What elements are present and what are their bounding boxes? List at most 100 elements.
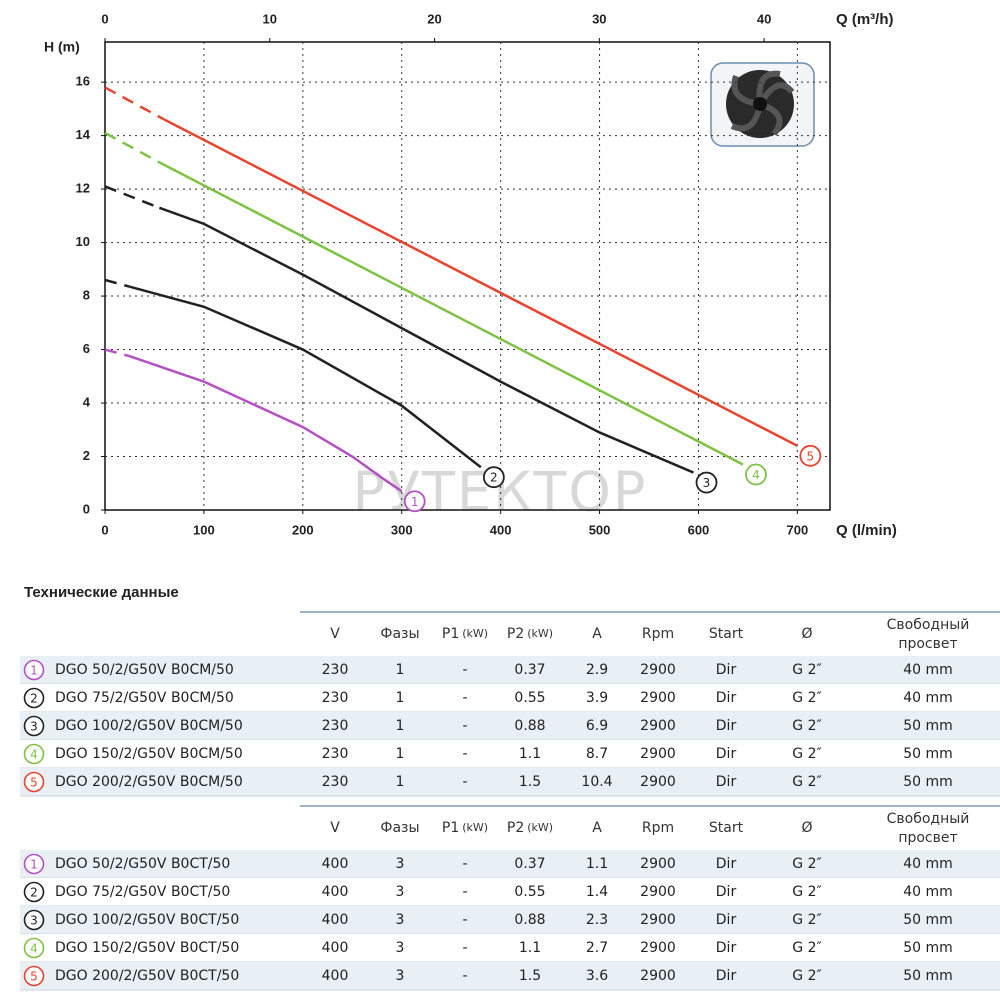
y-tick-label: 12: [76, 181, 90, 196]
curve: [129, 355, 403, 493]
table-cell: -: [462, 774, 467, 790]
table-cell: Dir: [716, 856, 737, 872]
column-header: Start: [709, 820, 744, 836]
table-cell: -: [462, 968, 467, 984]
row-marker-label: 4: [30, 748, 38, 762]
table-cell: 50 mm: [903, 912, 953, 928]
table-cell: G 2″: [792, 662, 821, 678]
table-cell: 0.37: [514, 856, 545, 872]
table-cell: 230: [322, 718, 349, 734]
column-header-text: P1: [442, 626, 459, 642]
table-row: [20, 684, 1000, 712]
x2-tick-label: 40: [757, 11, 771, 26]
table-cell: Dir: [716, 662, 737, 678]
table-cell: G 2″: [792, 856, 821, 872]
column-header: Фазы: [380, 820, 419, 836]
curve-dashed: [104, 348, 131, 358]
y-tick-label: 4: [83, 394, 91, 409]
table-cell: 2900: [640, 718, 676, 734]
curve-marker: [745, 463, 767, 486]
table-cell: 10.4: [581, 774, 612, 790]
table-cell: 3: [396, 912, 405, 928]
table-row: [20, 850, 1000, 878]
row-marker: [23, 687, 45, 709]
x2-tick-label: 20: [427, 11, 441, 26]
table-cell: 50 mm: [903, 968, 953, 984]
y-tick-label: 0: [83, 501, 90, 516]
model-name: DGO 100/2/G50V B0CT/50: [55, 912, 239, 928]
table-cell: 2900: [640, 912, 676, 928]
column-header: V: [330, 626, 340, 642]
table-cell: G 2″: [792, 690, 821, 706]
row-marker-label: 4: [30, 942, 38, 956]
table-cell: G 2″: [792, 940, 821, 956]
table-cell: 1.1: [586, 856, 608, 872]
table-row: [20, 962, 1000, 990]
table-cell: 1: [396, 774, 405, 790]
x2-tick-label: 10: [263, 11, 277, 26]
row-marker: [23, 853, 45, 875]
table-cell: 400: [322, 940, 349, 956]
x-tick-label: 500: [589, 522, 611, 537]
table-cell: Dir: [716, 912, 737, 928]
table-cell: -: [462, 662, 467, 678]
x2-tick-label: 0: [101, 11, 108, 26]
column-header: V: [330, 820, 340, 836]
curve-marker-label: 2: [490, 471, 498, 485]
column-header: Ø: [801, 626, 812, 642]
table-cell: 2.7: [586, 940, 608, 956]
y-tick-label: 10: [76, 234, 90, 249]
table-cell: 3: [396, 940, 405, 956]
y-tick-label: 2: [83, 448, 90, 463]
table-cell: Dir: [716, 968, 737, 984]
table-cell: Dir: [716, 940, 737, 956]
column-header: P1 (kW): [442, 820, 488, 836]
table-cell: -: [462, 856, 467, 872]
table-cell: 50 mm: [903, 718, 953, 734]
y-tick-label: 16: [76, 74, 90, 89]
table-cell: 8.7: [586, 746, 608, 762]
curve-dashed: [104, 185, 160, 209]
table-row: [20, 934, 1000, 962]
model-name: DGO 100/2/G50V B0CM/50: [55, 718, 243, 734]
row-marker-label: 5: [30, 970, 38, 984]
x-axis-title: Q (l/min): [836, 522, 897, 539]
table-cell: 1: [396, 662, 405, 678]
column-header-unit: (kW): [527, 821, 553, 834]
row-marker-label: 1: [30, 664, 38, 678]
column-header: Свободный: [887, 811, 970, 827]
table-cell: G 2″: [792, 968, 821, 984]
model-name: DGO 75/2/G50V B0CT/50: [55, 884, 230, 900]
table-cell: G 2″: [792, 746, 821, 762]
model-name: DGO 50/2/G50V B0CT/50: [55, 856, 230, 872]
table-cell: 40 mm: [903, 884, 953, 900]
table-cell: 2900: [640, 690, 676, 706]
y-tick-label: 6: [83, 341, 90, 356]
row-marker-label: 3: [30, 914, 38, 928]
column-header: Start: [709, 626, 744, 642]
table-cell: 1.5: [519, 968, 541, 984]
curve: [158, 206, 694, 474]
table-cell: 0.55: [514, 884, 545, 900]
table-cell: 230: [322, 690, 349, 706]
column-header: просвет: [898, 636, 957, 652]
curve: [158, 161, 744, 466]
column-header: P2 (kW): [507, 820, 553, 836]
y-axis-title: H (m): [44, 39, 80, 55]
table-cell: G 2″: [792, 718, 821, 734]
curve-marker-label: 3: [703, 476, 711, 490]
table-cell: 400: [322, 968, 349, 984]
table-cell: Dir: [716, 718, 737, 734]
table-cell: 6.9: [586, 718, 608, 734]
table-cell: -: [462, 746, 467, 762]
table-cell: 1: [396, 746, 405, 762]
table-cell: 3: [396, 856, 405, 872]
model-name: DGO 150/2/G50V B0CM/50: [55, 746, 243, 762]
table-cell: 2900: [640, 940, 676, 956]
curve-marker: [482, 466, 505, 489]
table-cell: Dir: [716, 884, 737, 900]
row-marker-label: 3: [30, 720, 38, 734]
table-cell: -: [462, 940, 467, 956]
